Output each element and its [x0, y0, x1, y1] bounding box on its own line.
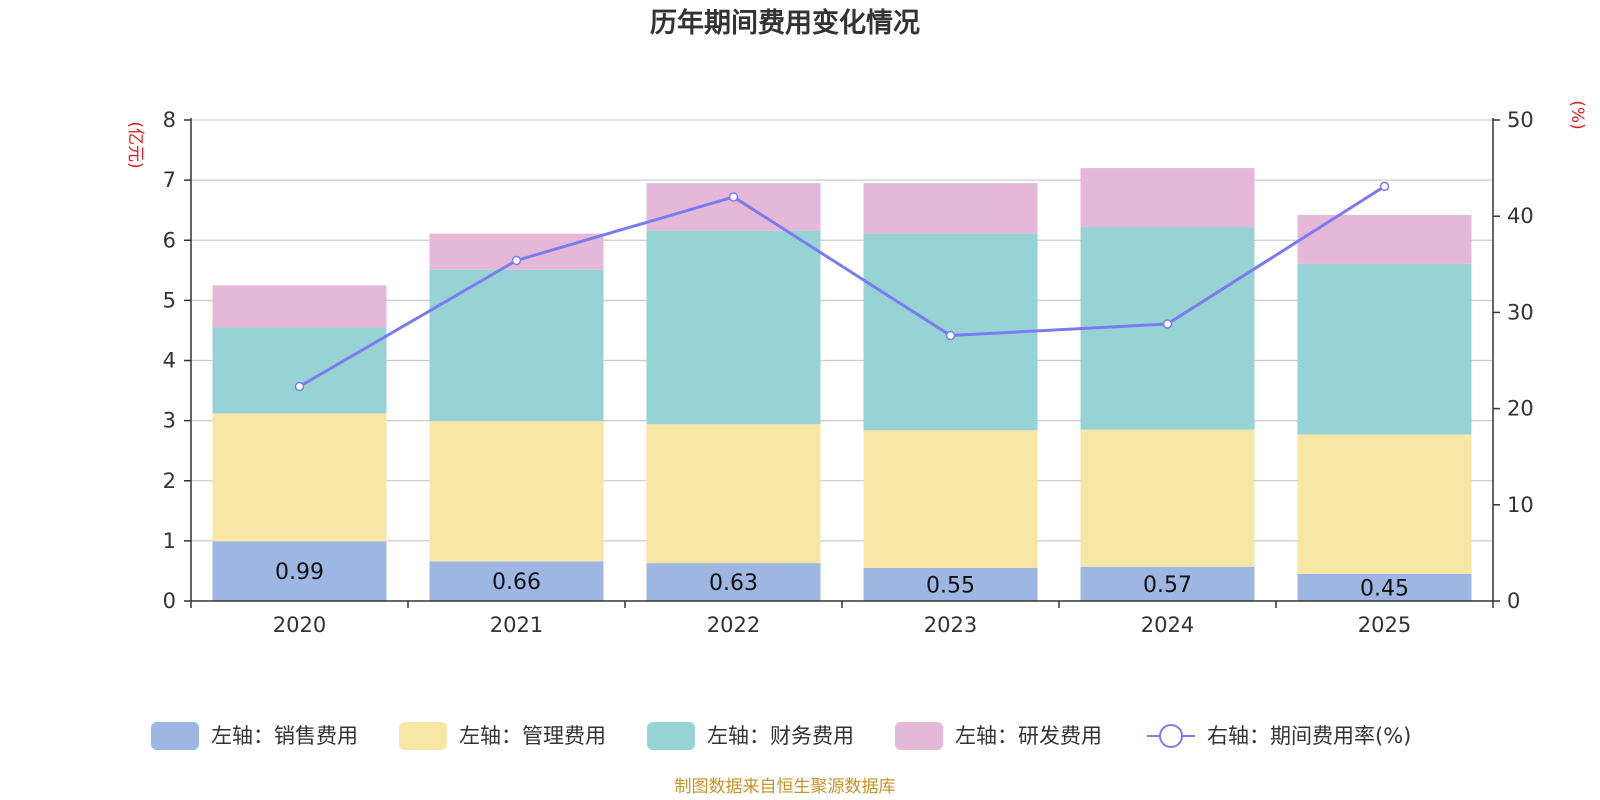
bar-value-label: 0.66 [492, 570, 541, 595]
bar-4-2024 [1080, 168, 1255, 228]
source-note: 制图数据来自恒生聚源数据库 [675, 777, 896, 797]
right-tick-label: 30 [1507, 300, 1534, 324]
bar-1-2021 [429, 561, 604, 601]
legend-label-3: 左轴：财务费用 [707, 724, 854, 748]
left-tick-label: 1 [163, 529, 176, 553]
axes: 0 1 2 3 4 5 6 7 8 0 10 20 30 40 50 2020 2021 2022 2023 2024… [163, 108, 1534, 637]
legend-marker-icon [1159, 724, 1183, 748]
left-tick-label: 4 [163, 349, 176, 373]
right-axis-unit: (%) [1567, 100, 1587, 129]
right-tick-label: 10 [1507, 493, 1534, 517]
bar-1-2023 [863, 567, 1038, 601]
left-tick-label: 0 [163, 589, 176, 613]
rate-point-2025 [1379, 181, 1390, 192]
chart-title: 历年期间费用变化情况 [650, 7, 920, 39]
legend-swatch-4 [895, 722, 943, 750]
bar-1-2022 [646, 563, 821, 601]
bar-4-2020 [212, 285, 387, 328]
x-tick-label: 2024 [1141, 613, 1194, 637]
bar-2-2021 [429, 421, 604, 562]
x-tick-label: 2025 [1358, 613, 1411, 637]
legend-swatch-3 [647, 722, 695, 750]
bar-series [212, 168, 1472, 601]
bar-2-2024 [1080, 429, 1255, 567]
bar-4-2025 [1297, 214, 1472, 264]
rate-point-2023 [945, 330, 956, 341]
legend-label-1: 左轴：销售费用 [211, 724, 358, 748]
bar-value-label: 0.55 [926, 573, 975, 598]
bar-2-2025 [1297, 434, 1472, 574]
bar-4-2022 [646, 183, 821, 231]
left-tick-label: 7 [163, 168, 176, 192]
bar-1-2025 [1297, 573, 1472, 601]
legend-swatch-1 [151, 722, 199, 750]
x-tick-label: 2020 [273, 613, 326, 637]
legend-label-2: 左轴：管理费用 [459, 724, 606, 748]
bar-3-2021 [429, 269, 604, 422]
left-axis-unit: (亿元) [125, 121, 145, 168]
bar-3-2025 [1297, 263, 1472, 435]
rate-point-2020 [294, 381, 305, 392]
x-tick-label: 2021 [490, 613, 543, 637]
bar-value-label: 0.57 [1143, 573, 1192, 598]
bar-2-2022 [646, 424, 821, 564]
left-tick-label: 2 [163, 469, 176, 493]
rate-line [298, 185, 1386, 388]
bar-4-2023 [863, 183, 1038, 234]
legend: 左轴：销售费用 左轴：管理费用 左轴：财务费用 左轴：研发费用 右轴：期间费用率(%) [151, 722, 1411, 750]
line-series [294, 181, 1390, 392]
left-tick-label: 5 [163, 288, 176, 312]
data-labels: 0.99 0.66 0.63 0.55 0.57 0.45 [275, 560, 1409, 601]
right-tick-label: 40 [1507, 204, 1534, 228]
right-tick-label: 50 [1507, 108, 1534, 132]
legend-label-4: 左轴：研发费用 [955, 724, 1102, 748]
x-tick-label: 2023 [924, 613, 977, 637]
rate-point-2022 [728, 192, 739, 202]
legend-label-5: 右轴：期间费用率(%) [1207, 724, 1411, 748]
rate-point-2024 [1162, 319, 1173, 329]
bar-1-2020 [212, 541, 387, 601]
bar-2-2020 [212, 413, 387, 542]
left-tick-label: 8 [163, 108, 176, 132]
left-tick-label: 6 [163, 228, 176, 252]
bar-1-2024 [1080, 566, 1255, 601]
grid-lines [191, 119, 1493, 542]
right-tick-label: 20 [1507, 397, 1534, 421]
x-tick-label: 2022 [707, 613, 760, 637]
bar-2-2023 [863, 430, 1038, 568]
bar-value-label: 0.45 [1360, 576, 1409, 601]
bar-value-label: 0.63 [709, 571, 758, 596]
bar-3-2022 [646, 230, 821, 425]
bar-3-2020 [212, 327, 387, 414]
right-tick-label: 0 [1507, 589, 1520, 613]
rate-point-2021 [511, 255, 522, 266]
legend-swatch-2 [399, 722, 447, 750]
bar-value-label: 0.99 [275, 560, 324, 585]
left-tick-label: 3 [163, 409, 176, 433]
